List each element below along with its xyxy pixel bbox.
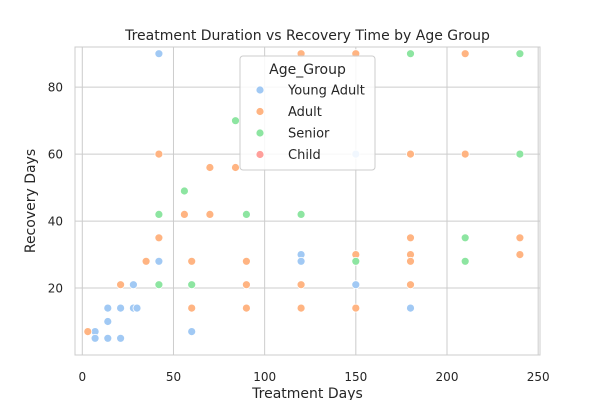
y-axis-label: Recovery Days (23, 149, 39, 253)
point-young-adult (406, 303, 415, 313)
x-tick-label: 200 (436, 370, 459, 384)
point-adult (406, 149, 415, 159)
point-young-adult (103, 333, 113, 343)
point-adult (351, 303, 361, 313)
point-adult (460, 149, 470, 159)
point-senior (187, 280, 197, 290)
x-tick-labels: 0 50 100 150 200 250 (78, 370, 549, 384)
x-tick-label: 50 (166, 370, 181, 384)
legend-marker (255, 107, 265, 116)
point-young-adult (154, 49, 164, 59)
legend-label: Senior (288, 127, 330, 142)
point-young-adult (116, 303, 125, 313)
point-adult (406, 280, 415, 290)
point-young-adult (103, 317, 113, 326)
point-adult (116, 280, 125, 290)
point-senior (515, 149, 525, 159)
point-senior (179, 186, 189, 196)
point-young-adult (296, 256, 306, 266)
point-young-adult (103, 303, 113, 313)
y-tick-label: 60 (48, 148, 63, 162)
legend-label: Child (288, 148, 321, 163)
y-tick-labels: 20 40 60 80 (48, 81, 63, 296)
point-young-adult (90, 333, 100, 343)
point-senior (154, 280, 164, 290)
point-young-adult (132, 303, 142, 313)
y-tick-label: 40 (48, 215, 63, 229)
y-tick-label: 20 (48, 282, 63, 296)
point-senior (154, 209, 164, 219)
point-senior (515, 49, 525, 59)
point-young-adult (128, 280, 138, 290)
point-senior (460, 256, 470, 266)
point-adult (83, 327, 93, 337)
x-axis-label: Treatment Days (251, 386, 363, 400)
point-senior (460, 233, 470, 243)
point-adult (179, 209, 189, 219)
point-adult (187, 256, 197, 266)
point-senior (406, 49, 415, 59)
plot-frame (74, 46, 541, 356)
legend-label: Young Adult (287, 84, 365, 99)
point-adult (205, 163, 215, 172)
point-senior (296, 209, 306, 219)
point-adult (141, 256, 151, 266)
point-adult (460, 49, 470, 59)
point-senior (241, 209, 251, 219)
point-senior (231, 116, 240, 126)
legend: Age_Group Young Adult Adult Senior Child (239, 55, 376, 171)
point-senior (351, 256, 361, 266)
point-young-adult (116, 333, 125, 343)
point-adult (296, 303, 306, 313)
x-tick-label: 250 (527, 370, 550, 384)
point-adult (406, 256, 415, 266)
point-adult (154, 233, 164, 243)
point-adult (187, 303, 197, 313)
legend-items: Young Adult Adult Senior Child (255, 84, 365, 163)
point-adult (406, 233, 415, 243)
data-points (83, 49, 525, 343)
point-adult (515, 233, 525, 243)
point-adult (241, 256, 251, 266)
point-adult (241, 303, 251, 313)
point-adult (154, 149, 164, 159)
point-adult (515, 250, 525, 260)
legend-box (239, 55, 376, 171)
point-adult (296, 280, 306, 290)
point-adult (205, 209, 215, 219)
point-young-adult (351, 280, 361, 290)
x-tick-label: 0 (78, 370, 86, 384)
point-young-adult (154, 256, 164, 266)
legend-marker (255, 128, 265, 138)
legend-label: Adult (288, 105, 322, 120)
chart-title: Treatment Duration vs Recovery Time by A… (124, 28, 490, 44)
legend-marker (255, 150, 265, 159)
legend-marker (255, 85, 265, 95)
point-young-adult (187, 327, 197, 337)
legend-title: Age_Group (269, 62, 346, 78)
x-tick-label: 150 (344, 370, 367, 384)
x-tick-label: 100 (253, 370, 276, 384)
point-adult (241, 280, 251, 290)
y-tick-label: 80 (48, 81, 63, 95)
point-adult (231, 163, 240, 172)
